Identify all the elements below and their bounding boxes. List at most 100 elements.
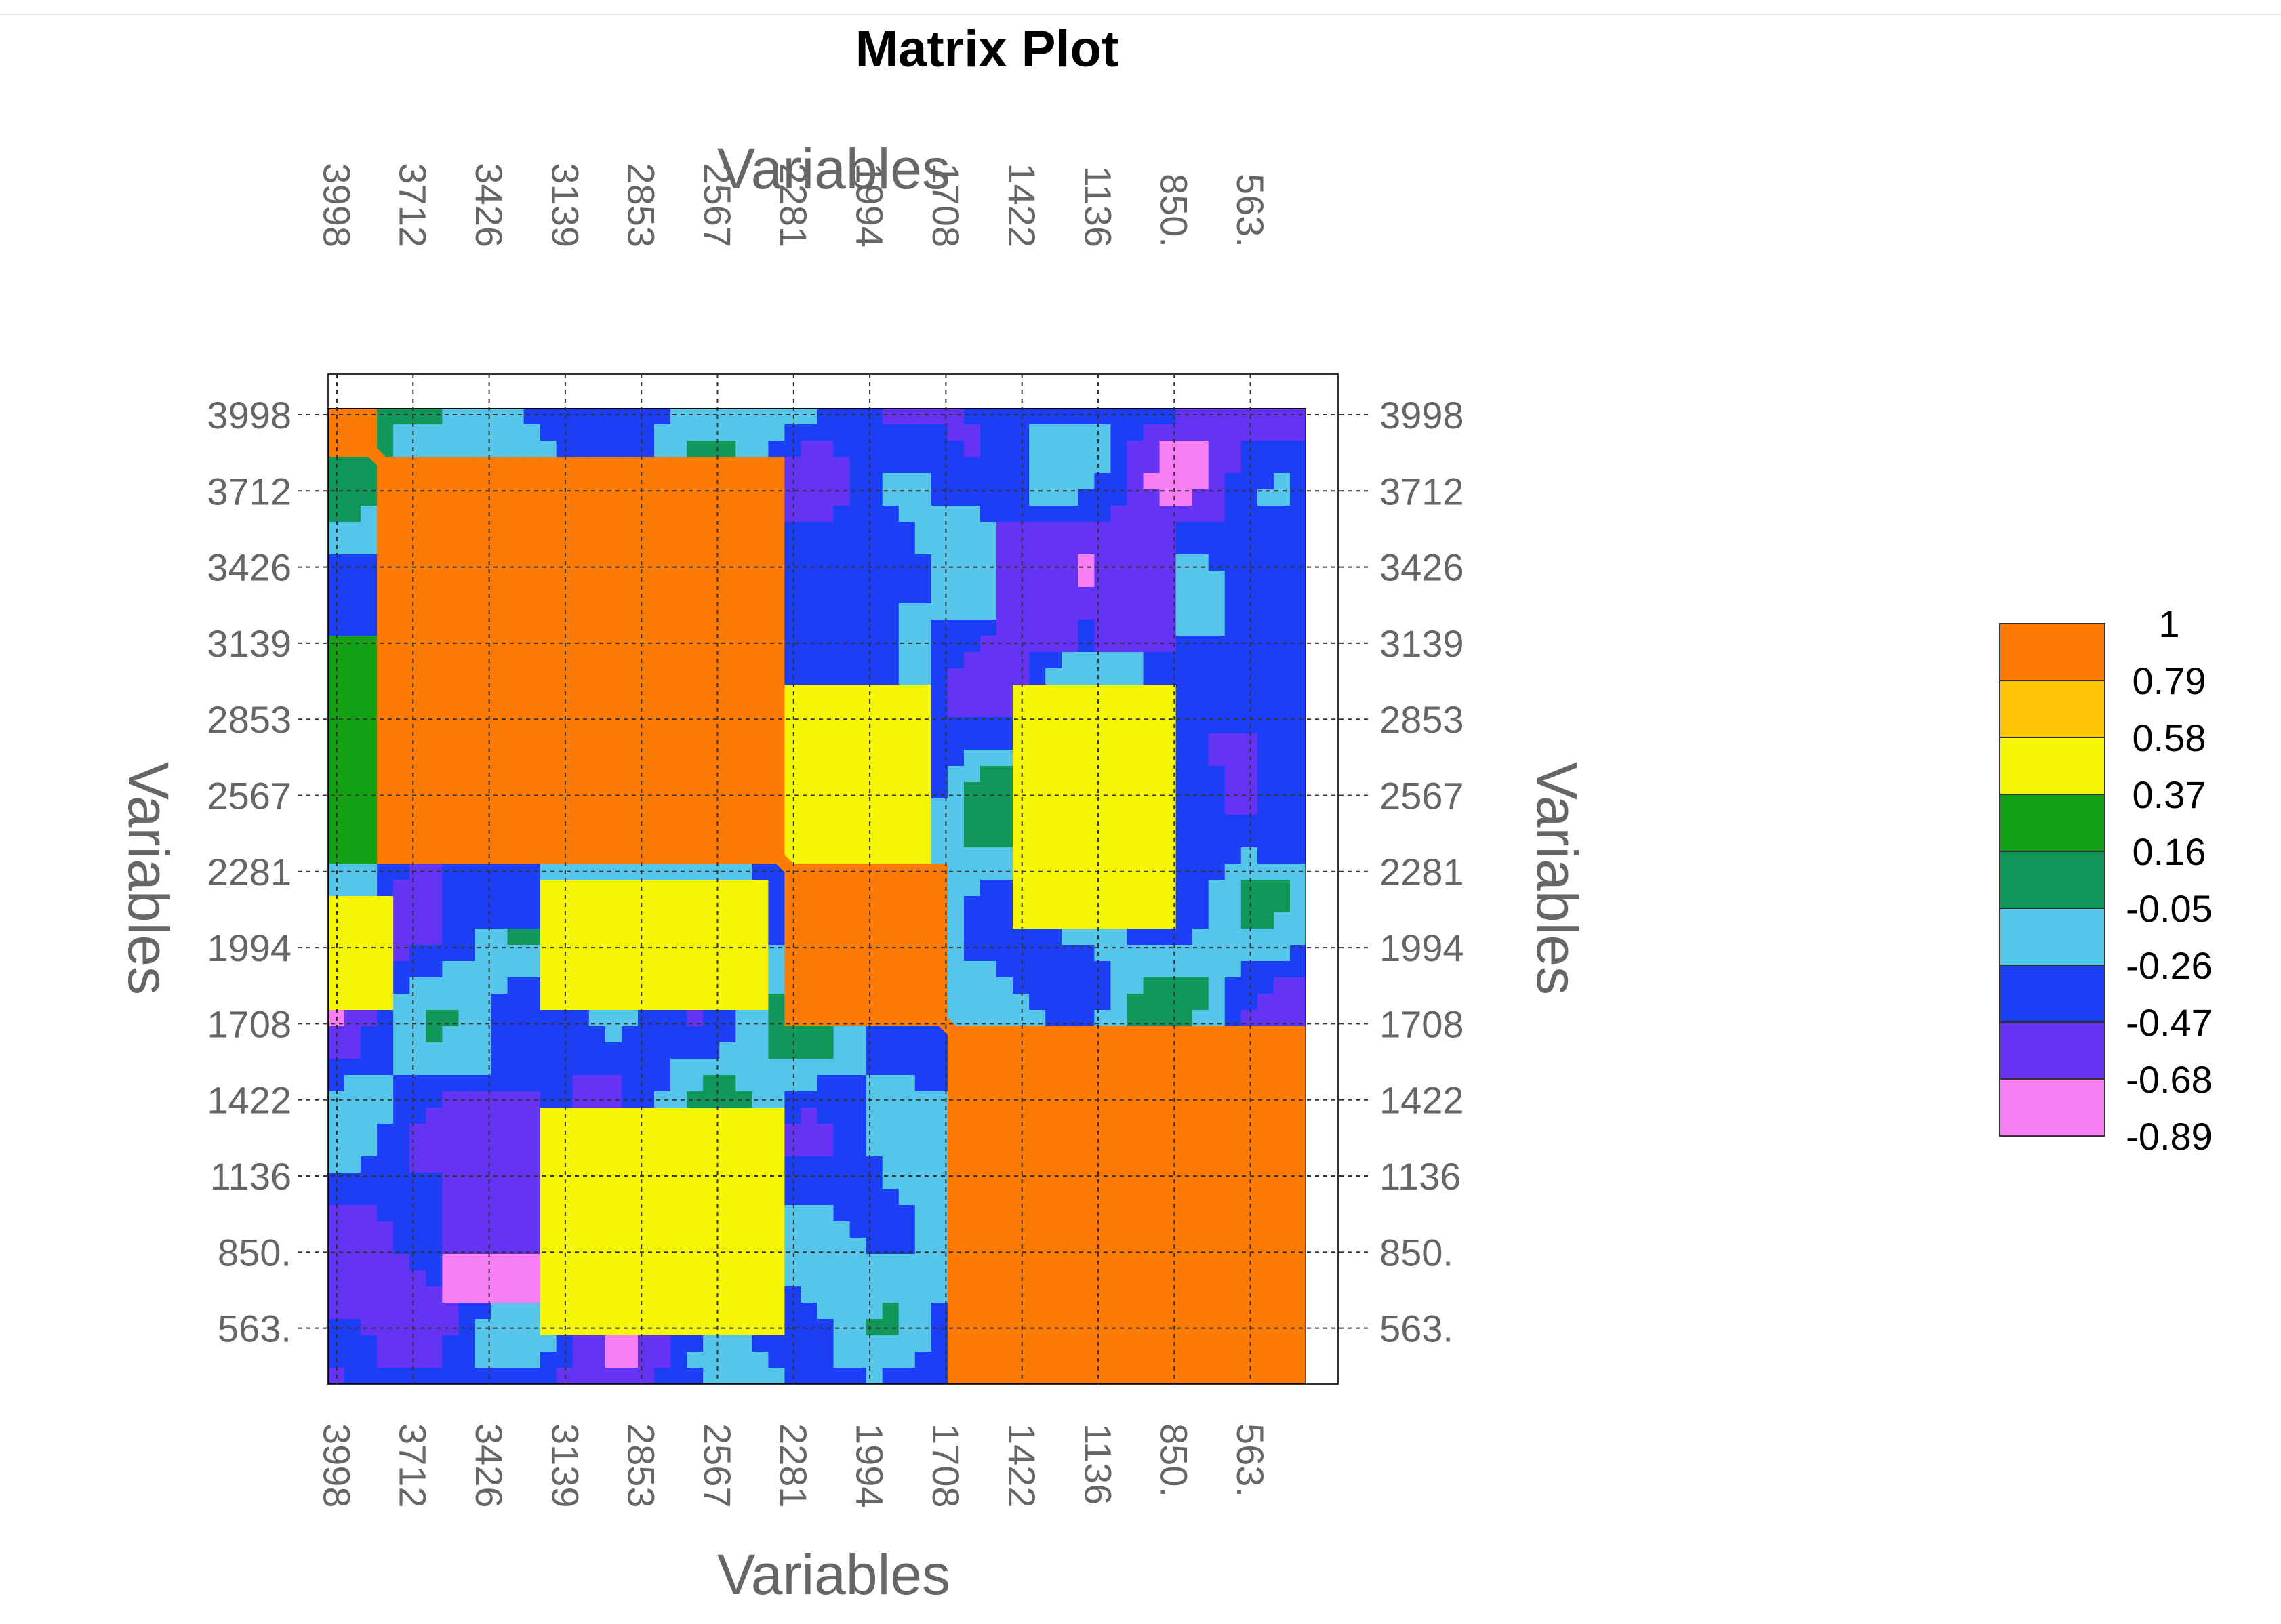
heatmap-cell [719,1254,736,1271]
heatmap-cell [947,473,965,490]
heatmap-cell [426,1352,443,1368]
heatmap-cell [817,1335,834,1352]
heatmap-cell [1159,506,1177,523]
heatmap-cell [914,1108,932,1124]
heatmap-cell [1143,1189,1160,1206]
heatmap-cell [963,603,981,620]
heatmap-cell [654,1303,671,1320]
heatmap-cell [1175,554,1193,571]
heatmap-cell [817,1059,834,1076]
heatmap-cell [1045,1270,1062,1287]
heatmap-cell [1192,571,1209,588]
heatmap-cell [735,994,752,1011]
heatmap-cell [735,522,752,539]
heatmap-cell [637,1254,655,1271]
heatmap-cell [1208,424,1226,441]
heatmap-cell [1273,994,1291,1011]
heatmap-cell [947,538,965,555]
heatmap-cell [1110,750,1128,767]
heatmap-cell [947,603,965,620]
heatmap-cell [1289,620,1306,636]
heatmap-cell [1110,1335,1128,1352]
heatmap-cell [1159,538,1177,555]
heatmap-cell [833,701,851,718]
heatmap-cell [1029,1335,1046,1352]
heatmap-cell [1192,1205,1209,1222]
heatmap-cell [637,1026,655,1043]
heatmap-cell [914,750,932,767]
heatmap-cell [507,489,525,506]
heatmap-cell [523,1189,541,1206]
heatmap-cell [801,506,818,523]
heatmap-cell [540,929,557,946]
heatmap-cell [1110,1286,1128,1303]
heatmap-cell [914,929,932,946]
heatmap-cell [393,994,410,1011]
heatmap-cell [1240,1221,1258,1238]
heatmap-cell [637,782,655,799]
heatmap-cell [1224,1042,1242,1059]
heatmap-cell [572,489,590,506]
heatmap-cell [1127,880,1144,897]
heatmap-cell [1013,571,1030,588]
heatmap-cell [637,1140,655,1157]
legend-label: 1 [2158,603,2179,645]
heatmap-cell [1289,473,1306,490]
heatmap-cell [426,636,443,653]
y-tick-left: 1708 [207,1002,291,1045]
heatmap-cell [1159,798,1177,815]
heatmap-cell [914,701,932,718]
heatmap-cell [1240,457,1258,474]
heatmap-cell [687,1075,704,1092]
heatmap-cell [752,1124,769,1141]
heatmap-cell [426,1254,443,1271]
heatmap-cell [1094,733,1111,750]
heatmap-cell [605,620,622,636]
heatmap-cell [687,831,704,848]
heatmap-cell [963,1270,981,1287]
heatmap-cell [1257,1303,1274,1320]
heatmap-cell [361,1303,378,1320]
heatmap-cell [996,1026,1013,1043]
heatmap-cell [637,847,655,864]
heatmap-cell [605,912,622,929]
heatmap-cell [1110,1270,1128,1287]
heatmap-cell [1127,961,1144,978]
heatmap-cell [849,831,867,848]
heatmap-cell [458,766,476,783]
heatmap-cell [1289,1319,1306,1336]
heatmap-cell [866,1254,883,1271]
heatmap-cell [1175,1319,1193,1336]
heatmap-cell [963,1173,981,1190]
heatmap-cell [670,815,687,832]
heatmap-cell [1110,1059,1128,1076]
heatmap-cell [1175,587,1193,604]
heatmap-cell [637,554,655,571]
heatmap-cell [605,766,622,783]
heatmap-cell [540,961,557,978]
heatmap-cell [1045,506,1062,523]
heatmap-cell [507,1352,525,1368]
heatmap-cell [1240,1108,1258,1124]
heatmap-cell [540,750,557,767]
heatmap-cell [801,1352,818,1368]
heatmap-cell [540,1124,557,1141]
heatmap-cell [898,880,916,897]
heatmap-cell [621,506,639,523]
heatmap-cell [393,912,410,929]
heatmap-cell [1143,1140,1160,1157]
heatmap-cell [849,766,867,783]
heatmap-cell [540,815,557,832]
legend-label: 0.37 [2133,773,2206,816]
heatmap-cell [898,1270,916,1287]
heatmap-cell [1029,538,1046,555]
heatmap-cell [1062,685,1078,702]
heatmap-cell [752,587,769,604]
heatmap-cell [540,441,557,458]
heatmap-cell [344,636,361,653]
heatmap-cell [1127,506,1144,523]
heatmap-cell [572,733,590,750]
heatmap-cell [621,1156,639,1173]
heatmap-cell [1045,961,1062,978]
heatmap-cell [963,554,981,571]
